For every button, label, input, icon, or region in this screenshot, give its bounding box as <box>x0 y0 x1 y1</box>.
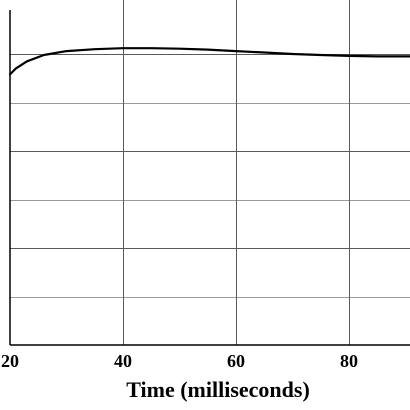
series-line <box>8 47 410 76</box>
x-tick-label: 60 <box>227 351 245 371</box>
x-tick-label: 20 <box>1 351 19 371</box>
axes <box>9 10 410 346</box>
series <box>8 47 410 76</box>
x-tick-label: 40 <box>114 351 132 371</box>
x-axis-title: Time (milliseconds) <box>126 377 310 402</box>
x-tick-label: 80 <box>340 351 358 371</box>
x-tick-labels: 20 40 60 80 <box>1 351 358 371</box>
grid <box>10 0 410 345</box>
